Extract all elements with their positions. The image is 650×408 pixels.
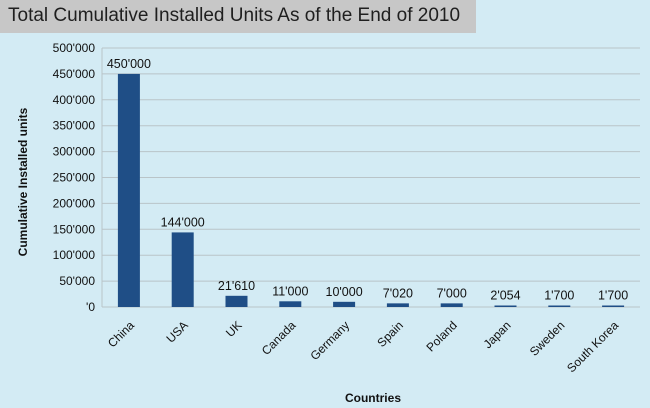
bar [494,305,517,307]
data-label: 7'020 [383,286,413,300]
x-tick-label: Canada [259,318,299,358]
x-tick-label: UK [223,318,245,340]
data-label: 11'000 [272,284,308,298]
x-axis-ticks: China USA UK Canada Germany Spain Poland Japan S… [105,318,622,375]
x-tick-label: China [105,318,137,350]
bar [225,295,248,307]
x-tick-label: Spain [374,318,406,350]
y-tick-label: 150'000 [53,222,96,236]
bar [171,232,194,307]
bar [548,305,571,307]
y-tick-label: 300'000 [53,145,96,159]
x-tick-label: Sweden [527,318,568,359]
data-label: 450'000 [107,57,151,71]
x-tick-label: Japan [481,318,514,351]
bar [602,305,625,307]
bar [117,73,140,308]
data-label: 144'000 [161,215,205,229]
x-tick-label: USA [163,318,190,345]
data-label: 7'000 [437,286,467,300]
data-label: 21'610 [218,279,255,293]
y-tick-label: 450'000 [53,67,96,81]
bars [117,73,625,308]
bar [440,303,463,307]
y-tick-label: 500'000 [53,41,96,55]
chart-title-band: Total Cumulative Installed Units As of t… [0,0,476,33]
data-label: 1'700 [598,289,628,303]
y-tick-label: 350'000 [53,119,96,133]
bar [386,303,409,307]
x-tick-label: South Korea [564,318,621,375]
y-tick-label: 200'000 [53,196,96,210]
bar [279,301,302,307]
y-axis-ticks: '0 50'000 100'000 150'000 200'000 250'000 300'… [53,41,96,314]
y-tick-label: 50'000 [59,274,95,288]
bar [333,301,356,307]
data-label: 10'000 [326,285,363,299]
y-axis-title: Cumulative Installed units [16,107,30,256]
y-tick-label: 250'000 [53,171,96,185]
data-label: 2'054 [490,289,520,303]
chart-title: Total Cumulative Installed Units As of t… [8,5,461,26]
y-tick-label: 100'000 [53,248,96,262]
x-axis-title: Countries [345,391,401,405]
data-labels: 450'000 144'000 21'610 11'000 10'000 7'020 7'0… [107,57,628,303]
y-tick-label: 400'000 [53,93,96,107]
x-tick-label: Poland [423,318,459,354]
data-label: 1'700 [544,289,574,303]
y-tick-label: '0 [86,300,95,314]
x-tick-label: Germany [307,318,352,363]
